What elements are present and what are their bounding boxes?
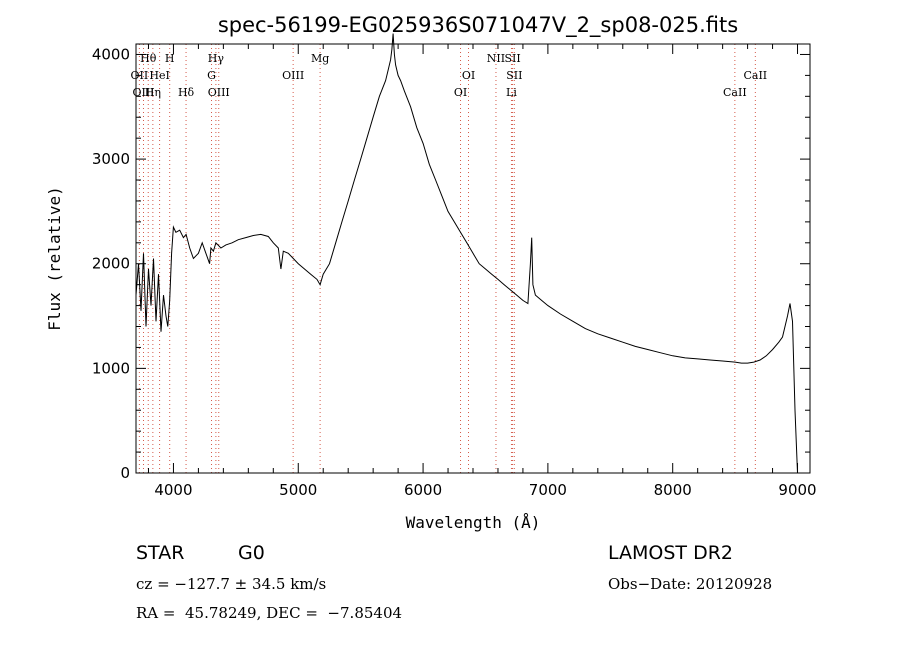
x-tick-label: 5000 xyxy=(279,481,317,499)
plot-frame xyxy=(135,43,811,474)
object-subclass: G0 xyxy=(238,542,265,564)
line-label: HeI xyxy=(149,69,169,82)
y-axis-label: Flux (relative) xyxy=(45,186,64,331)
line-label: OIII xyxy=(282,69,304,82)
y-tick-label: 3000 xyxy=(92,150,130,168)
chart-title: spec-56199-EG025936S071047V_2_sp08-025.f… xyxy=(218,13,738,38)
obs-date-label: Obs−Date: 20120928 xyxy=(608,575,773,593)
y-tick-label: 2000 xyxy=(92,255,130,273)
line-label: OI xyxy=(454,86,467,99)
x-tick-label: 4000 xyxy=(154,481,192,499)
line-label: OI xyxy=(462,69,475,82)
coordinates-label: RA = 45.78249, DEC = −7.85404 xyxy=(136,604,403,622)
line-label: Hθ xyxy=(140,52,157,65)
spectrum-line xyxy=(135,33,798,474)
line-label: Hδ xyxy=(178,86,195,99)
line-label: H xyxy=(165,52,175,65)
object-class: STAR xyxy=(136,542,185,564)
line-label: G xyxy=(207,69,216,82)
line-label: CaII xyxy=(743,69,767,82)
line-label: SII xyxy=(506,69,522,82)
line-label: Mg xyxy=(311,52,329,65)
x-tick-label: 9000 xyxy=(778,481,816,499)
line-label: Hγ xyxy=(208,52,225,65)
line-label: Hη xyxy=(145,86,161,99)
x-tick-label: 8000 xyxy=(654,481,692,499)
line-label: SII xyxy=(504,52,520,65)
redshift-label: cz = −127.7 ± 34.5 km/s xyxy=(136,575,327,593)
x-axis-label: Wavelength (Å) xyxy=(406,513,541,532)
line-label: OII xyxy=(131,69,149,82)
line-label: NII xyxy=(487,52,505,65)
y-tick-label: 4000 xyxy=(92,45,130,63)
survey-label: LAMOST DR2 xyxy=(608,542,733,564)
y-tick-label: 0 xyxy=(120,464,130,482)
line-label: CaII xyxy=(723,86,747,99)
line-label: Li xyxy=(506,86,517,99)
y-tick-label: 1000 xyxy=(92,359,130,377)
x-tick-label: 7000 xyxy=(529,481,567,499)
x-tick-label: 6000 xyxy=(404,481,442,499)
line-label: OIII xyxy=(208,86,230,99)
line-label: OIII xyxy=(132,86,154,99)
